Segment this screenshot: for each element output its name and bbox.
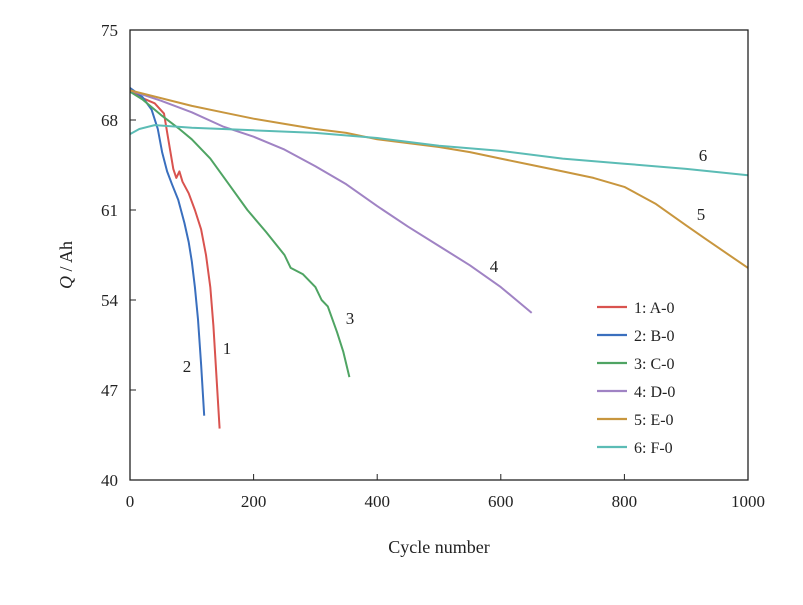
y-tick-label: 40	[101, 471, 118, 490]
x-tick-label: 200	[241, 492, 267, 511]
series-label-6: 6	[699, 146, 708, 165]
series-label-5: 5	[697, 205, 706, 224]
y-tick-label: 54	[101, 291, 119, 310]
y-axis-title: Q / Ah	[56, 241, 76, 289]
legend-entry-label: 6: F-0	[634, 440, 673, 457]
series-label-1: 1	[223, 339, 232, 358]
legend: 1: A-0 2: B-0 3: C-0 4: D-0 5: E-0 6: F-0	[597, 300, 675, 457]
x-axis: 0 200 400 600 800 1000	[126, 474, 765, 511]
x-tick-label: 1000	[731, 492, 765, 511]
y-axis: 40 47 54 61 68 75	[101, 21, 136, 490]
series-line-2	[129, 87, 206, 416]
y-tick-label: 75	[101, 21, 118, 40]
plot-frame	[129, 29, 749, 481]
y-axis-title-unit: / Ah	[56, 241, 76, 276]
series-label-3: 3	[346, 309, 355, 328]
y-axis-title-symbol: Q	[56, 276, 76, 289]
legend-entry-label: 1: A-0	[634, 300, 674, 317]
x-axis-title: Cycle number	[388, 537, 489, 557]
series-line-5	[129, 89, 749, 269]
series-line-3	[129, 90, 351, 378]
x-tick-label: 400	[364, 492, 390, 511]
legend-entry-label: 3: C-0	[634, 356, 674, 373]
series-line-6	[129, 124, 749, 177]
legend-entry-label: 5: E-0	[634, 412, 674, 429]
legend-entry-label: 4: D-0	[634, 384, 675, 401]
series-line-4	[129, 89, 533, 314]
y-tick-label: 47	[101, 381, 119, 400]
series-line-1	[129, 89, 221, 429]
x-tick-label: 0	[126, 492, 135, 511]
x-tick-label: 600	[488, 492, 514, 511]
x-tick-label: 800	[612, 492, 638, 511]
y-tick-label: 61	[101, 201, 118, 220]
series-label-2: 2	[183, 357, 192, 376]
plot-series	[129, 87, 749, 429]
legend-entry-label: 2: B-0	[634, 328, 674, 345]
y-tick-label: 68	[101, 111, 118, 130]
series-label-4: 4	[490, 257, 499, 276]
series-labels: 1 2 3 4 5 6	[183, 146, 708, 376]
